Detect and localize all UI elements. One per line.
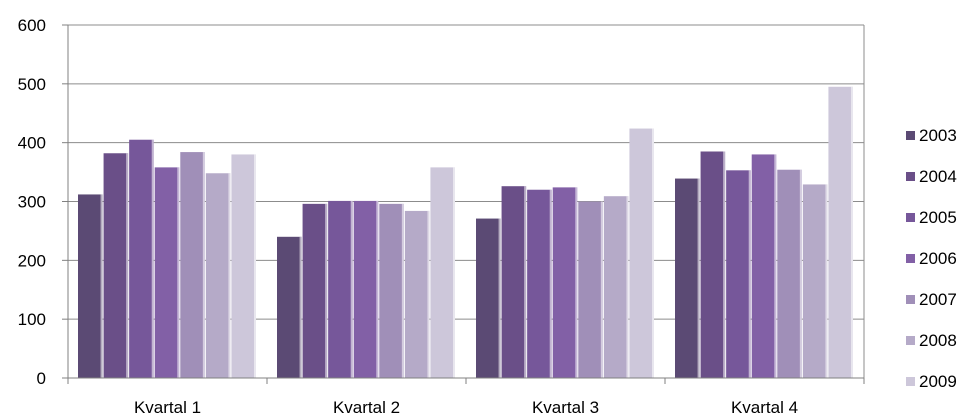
bar-highlight (748, 170, 751, 378)
bar-highlight (177, 167, 180, 378)
bar-highlight (350, 200, 353, 378)
bar-highlight (652, 128, 654, 378)
bar-highlight (299, 236, 302, 378)
bar-2004-kvartal-2 (302, 203, 328, 378)
legend-swatch (906, 336, 915, 345)
x-tick-labels: Kvartal 1 Kvartal 2 Kvartal 3 Kvartal 4 (134, 398, 798, 417)
bar-2005-kvartal-4 (726, 170, 751, 378)
bar-highlight (376, 200, 379, 378)
bar-highlight (254, 154, 256, 378)
y-tick-label: 500 (18, 75, 46, 94)
legend-label: 2006 (919, 249, 957, 268)
legend-label: 2008 (919, 331, 957, 350)
bar-2006-kvartal-2 (353, 200, 379, 378)
y-tick-label: 200 (18, 251, 46, 270)
bar-2009-kvartal-4 (828, 86, 853, 379)
bar-highlight (325, 203, 328, 378)
bar-2009-kvartal-2 (430, 167, 455, 378)
bar-2008-kvartal-2 (404, 210, 430, 378)
bar-2004-kvartal-1 (103, 153, 129, 378)
legend-label: 2005 (919, 208, 957, 227)
legend-label: 2004 (919, 167, 957, 186)
y-tick-label: 300 (18, 193, 46, 212)
bar-highlight (126, 153, 129, 378)
bar-2007-kvartal-4 (777, 169, 802, 378)
bar-highlight (228, 173, 231, 378)
bar-2006-kvartal-4 (751, 154, 777, 378)
bar-highlight (697, 178, 700, 378)
bar-highlight (626, 196, 629, 378)
x-tick-label: Kvartal 1 (134, 398, 201, 417)
bar-highlight (100, 194, 103, 378)
legend-label: 2009 (919, 372, 957, 391)
bar-2003-kvartal-1 (78, 194, 103, 378)
legend: 2003 2004 2005 2006 2007 2008 2009 (906, 126, 957, 391)
legend-swatch (906, 131, 915, 140)
bar-highlight (799, 169, 802, 378)
y-tick-label: 400 (18, 134, 46, 153)
bar-highlight (151, 139, 154, 378)
bar-2004-kvartal-3 (501, 186, 527, 378)
bar-highlight (524, 186, 527, 378)
bar-highlight (453, 167, 455, 378)
bar-2006-kvartal-1 (154, 167, 180, 378)
bar-2004-kvartal-4 (700, 151, 726, 378)
bar-2008-kvartal-4 (802, 184, 828, 378)
bar-2006-kvartal-3 (552, 187, 578, 378)
bar-2005-kvartal-1 (129, 139, 154, 378)
bar-highlight (825, 184, 828, 378)
legend-label: 2007 (919, 290, 957, 309)
bar-highlight (427, 210, 430, 378)
bar-highlight (723, 151, 726, 378)
y-tick-labels: 0 100 200 300 400 500 600 (18, 16, 46, 388)
bar-2003-kvartal-3 (476, 218, 501, 378)
bar-highlight (401, 203, 404, 378)
bar-2009-kvartal-1 (231, 154, 256, 378)
bar-2007-kvartal-1 (180, 152, 205, 378)
bar-highlight (498, 218, 501, 378)
bar-2009-kvartal-3 (629, 128, 654, 378)
bar-2008-kvartal-1 (205, 173, 231, 378)
bar-highlight (851, 86, 853, 379)
y-tick-label: 0 (37, 369, 46, 388)
bar-2007-kvartal-2 (379, 203, 404, 378)
bar-2008-kvartal-3 (603, 196, 629, 378)
axes (62, 24, 865, 384)
bar-2003-kvartal-2 (277, 236, 302, 378)
bar-highlight (202, 152, 205, 378)
bar-2005-kvartal-3 (527, 189, 552, 378)
legend-swatch (906, 295, 915, 304)
bar-highlight (774, 154, 777, 378)
legend-swatch (906, 377, 915, 386)
y-tick-label: 600 (18, 16, 46, 35)
bar-2005-kvartal-2 (328, 200, 353, 378)
bar-2003-kvartal-4 (675, 178, 700, 378)
x-tick-label: Kvartal 3 (532, 398, 599, 417)
legend-label: 2003 (919, 126, 957, 145)
x-tick-label: Kvartal 2 (333, 398, 400, 417)
legend-swatch (906, 172, 915, 181)
y-tick-label: 100 (18, 310, 46, 329)
legend-swatch (906, 254, 915, 263)
bars (78, 86, 853, 379)
bar-2007-kvartal-3 (578, 201, 603, 378)
bar-highlight (600, 201, 603, 378)
bar-highlight (549, 189, 552, 378)
bar-highlight (575, 187, 578, 378)
x-tick-label: Kvartal 4 (731, 398, 798, 417)
legend-swatch (906, 213, 915, 222)
